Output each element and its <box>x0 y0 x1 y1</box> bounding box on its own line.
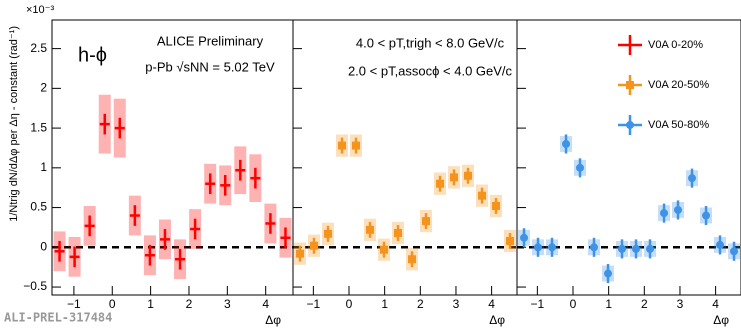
marker <box>506 236 515 245</box>
marker <box>450 173 459 182</box>
x-tick-label: 3 <box>677 297 684 311</box>
marker <box>590 243 599 252</box>
marker <box>548 243 557 252</box>
annotation: h-ϕ <box>78 44 107 66</box>
x-tick-label: 0 <box>570 297 577 311</box>
legend-label: V0A 50-80% <box>648 119 709 131</box>
marker <box>730 247 739 256</box>
marker <box>436 179 445 188</box>
annotation: 4.0 < pT,trigh < 8.0 GeV/c <box>356 35 505 50</box>
y-tick-label: 1 <box>40 160 47 174</box>
x-tick-label: 0 <box>109 297 116 311</box>
marker <box>520 233 529 242</box>
marker <box>533 243 542 252</box>
marker <box>393 229 402 238</box>
marker <box>660 209 669 218</box>
x-tick-label: 2 <box>186 297 193 311</box>
marker <box>309 241 318 250</box>
marker <box>674 205 683 214</box>
y-tick-label: 0 <box>40 239 47 253</box>
marker <box>351 141 360 150</box>
y-tick-label: −0.5 <box>23 279 47 293</box>
x-tick-label: 1 <box>147 297 154 311</box>
x-tick-label: 4 <box>488 297 495 311</box>
marker <box>366 225 375 234</box>
marker <box>575 163 584 172</box>
x-tick-label: 0 <box>346 297 353 311</box>
marker <box>338 141 347 150</box>
x-axis-label: Δφ <box>713 313 729 327</box>
marker <box>408 255 417 264</box>
marker <box>702 211 711 220</box>
marker <box>562 139 571 148</box>
y-tick-label: 1.5 <box>30 120 47 134</box>
y-axis-label: 1/Ntrig dN/dΔφ per Δη - constant (rad⁻¹) <box>8 26 20 222</box>
watermark: ALI-PREL-317484 <box>4 311 112 325</box>
annotation: p-Pb √sNN = 5.02 TeV <box>145 59 275 74</box>
legend-swatch <box>626 81 634 89</box>
x-tick-label: 3 <box>453 297 460 311</box>
legend-label: V0A 0-20% <box>648 39 703 51</box>
marker <box>324 229 333 238</box>
marker <box>296 249 305 258</box>
panel-frame <box>516 19 741 296</box>
marker <box>380 245 389 254</box>
marker <box>617 244 626 253</box>
marker <box>716 240 725 249</box>
y-exponent: ×10⁻³ <box>26 4 54 16</box>
y-tick-label: 2.5 <box>30 41 47 55</box>
marker <box>688 174 697 183</box>
x-tick-label: 2 <box>417 297 424 311</box>
legend-swatch <box>626 121 634 129</box>
x-tick-label: −1 <box>531 297 545 311</box>
x-tick-label: −1 <box>307 297 321 311</box>
x-tick-label: 3 <box>224 297 231 311</box>
x-tick-label: −1 <box>67 297 81 311</box>
x-tick-label: 4 <box>262 297 269 311</box>
marker <box>604 269 613 278</box>
x-axis-label: Δφ <box>489 313 505 327</box>
annotation: ALICE Preliminary <box>157 33 264 48</box>
marker <box>632 244 641 253</box>
panel-frame <box>292 19 518 296</box>
x-tick-label: 1 <box>381 297 388 311</box>
y-tick-label: 2 <box>40 81 47 95</box>
x-tick-label: 1 <box>605 297 612 311</box>
x-tick-label: 2 <box>641 297 648 311</box>
marker <box>646 244 655 253</box>
marker <box>464 171 473 180</box>
legend-label: V0A 20-50% <box>648 79 709 91</box>
x-axis-label: Δφ <box>265 313 281 327</box>
annotation: 2.0 < pT,assocϕ < 4.0 GeV/c <box>348 63 513 78</box>
marker <box>492 201 501 210</box>
y-tick-label: 0.5 <box>30 200 47 214</box>
x-tick-label: 4 <box>712 297 719 311</box>
marker <box>422 217 431 226</box>
marker <box>478 191 487 200</box>
